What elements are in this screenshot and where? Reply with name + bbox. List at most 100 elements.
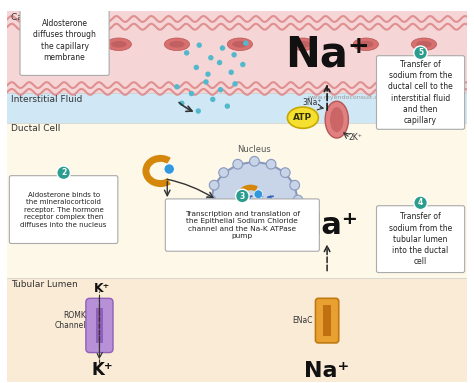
Ellipse shape <box>232 41 247 47</box>
Text: Tubular Lumen: Tubular Lumen <box>11 280 78 289</box>
Ellipse shape <box>228 38 253 51</box>
Ellipse shape <box>106 38 131 51</box>
Text: Interstitial Fluid: Interstitial Fluid <box>11 95 82 104</box>
Circle shape <box>219 223 228 232</box>
FancyBboxPatch shape <box>9 176 118 244</box>
Ellipse shape <box>53 41 68 47</box>
FancyBboxPatch shape <box>376 56 465 129</box>
Circle shape <box>225 103 230 109</box>
Circle shape <box>206 195 216 205</box>
Circle shape <box>281 168 290 177</box>
Text: 2: 2 <box>61 168 66 177</box>
Text: Aldosterone binds to
the mineralocorticoid
receptor. The hormone
receptor comple: Aldosterone binds to the mineralocortico… <box>20 192 107 228</box>
Circle shape <box>414 46 428 60</box>
Circle shape <box>217 60 222 65</box>
Text: ATP: ATP <box>293 113 312 122</box>
Circle shape <box>290 210 300 220</box>
Circle shape <box>266 159 276 169</box>
Text: 3: 3 <box>240 192 245 201</box>
Circle shape <box>232 81 238 87</box>
Text: K⁺: K⁺ <box>94 282 110 295</box>
Ellipse shape <box>287 107 319 128</box>
Circle shape <box>233 159 243 169</box>
Text: ROMK
Channel: ROMK Channel <box>55 311 86 330</box>
Ellipse shape <box>164 38 190 51</box>
Circle shape <box>228 70 234 75</box>
Circle shape <box>218 87 223 92</box>
Circle shape <box>250 156 259 166</box>
Circle shape <box>193 65 199 70</box>
Circle shape <box>266 231 276 241</box>
Bar <box>8 11 466 93</box>
Ellipse shape <box>416 41 432 47</box>
Circle shape <box>290 180 300 190</box>
Circle shape <box>57 166 70 180</box>
Circle shape <box>414 196 428 210</box>
Text: Capillary vessel: Capillary vessel <box>11 13 82 22</box>
Circle shape <box>254 190 263 198</box>
Bar <box>96 308 103 343</box>
Circle shape <box>189 91 194 96</box>
Ellipse shape <box>169 41 185 47</box>
FancyBboxPatch shape <box>86 298 113 353</box>
Circle shape <box>240 62 246 67</box>
Ellipse shape <box>290 38 316 51</box>
Ellipse shape <box>330 107 344 132</box>
Circle shape <box>233 231 243 241</box>
Text: Transfer of
sodium from the
ductal cell to the
interstitial fluid
and then
capil: Transfer of sodium from the ductal cell … <box>388 60 453 125</box>
Circle shape <box>58 0 72 10</box>
Circle shape <box>208 55 214 61</box>
Circle shape <box>174 84 180 90</box>
Circle shape <box>203 79 209 85</box>
Text: Transfer of
sodium from the
tubular lumen
into the ductal
cell: Transfer of sodium from the tubular lume… <box>389 213 452 266</box>
Text: Na⁺: Na⁺ <box>296 211 358 240</box>
Text: Transcription and translation of
the Epithelial Sodium Chloride
channel and the : Transcription and translation of the Epi… <box>185 211 300 239</box>
Text: Ductal Cell: Ductal Cell <box>11 124 61 133</box>
Ellipse shape <box>358 41 374 47</box>
Ellipse shape <box>295 41 310 47</box>
Text: 2K⁺: 2K⁺ <box>348 133 362 142</box>
Text: 5: 5 <box>418 48 423 57</box>
Text: Na⁺: Na⁺ <box>304 361 350 381</box>
Circle shape <box>210 97 216 102</box>
Text: 1: 1 <box>62 0 67 7</box>
Circle shape <box>219 168 228 177</box>
Circle shape <box>231 52 237 57</box>
Circle shape <box>243 41 248 46</box>
FancyBboxPatch shape <box>20 6 109 75</box>
Bar <box>8 123 466 278</box>
Ellipse shape <box>325 101 348 138</box>
Circle shape <box>205 72 210 77</box>
Circle shape <box>236 189 249 203</box>
Circle shape <box>210 180 219 190</box>
Ellipse shape <box>212 162 297 238</box>
Circle shape <box>250 234 259 244</box>
Bar <box>323 305 331 336</box>
Ellipse shape <box>411 38 437 51</box>
Bar <box>8 93 466 123</box>
Circle shape <box>281 223 290 232</box>
Text: Nucleus: Nucleus <box>237 146 271 154</box>
Circle shape <box>164 164 174 174</box>
FancyBboxPatch shape <box>165 199 319 251</box>
Text: Aldosterone
diffuses through
the capillary
membrane: Aldosterone diffuses through the capilla… <box>33 20 96 62</box>
Circle shape <box>220 45 225 51</box>
Text: 3Na⁺: 3Na⁺ <box>303 98 322 107</box>
Text: ENaC: ENaC <box>292 316 312 325</box>
Ellipse shape <box>353 38 378 51</box>
Text: Na⁺: Na⁺ <box>285 33 369 75</box>
Circle shape <box>210 210 219 220</box>
FancyBboxPatch shape <box>376 206 465 273</box>
Text: 4: 4 <box>418 198 423 207</box>
Circle shape <box>196 108 201 114</box>
Text: www.myendoconsult.com: www.myendoconsult.com <box>308 95 389 100</box>
Circle shape <box>184 50 189 56</box>
Text: K⁺: K⁺ <box>91 361 113 379</box>
Ellipse shape <box>111 41 127 47</box>
Circle shape <box>197 43 202 48</box>
Ellipse shape <box>48 38 73 51</box>
Bar <box>8 278 466 382</box>
FancyBboxPatch shape <box>316 298 339 343</box>
Circle shape <box>179 101 184 106</box>
Circle shape <box>293 195 303 205</box>
